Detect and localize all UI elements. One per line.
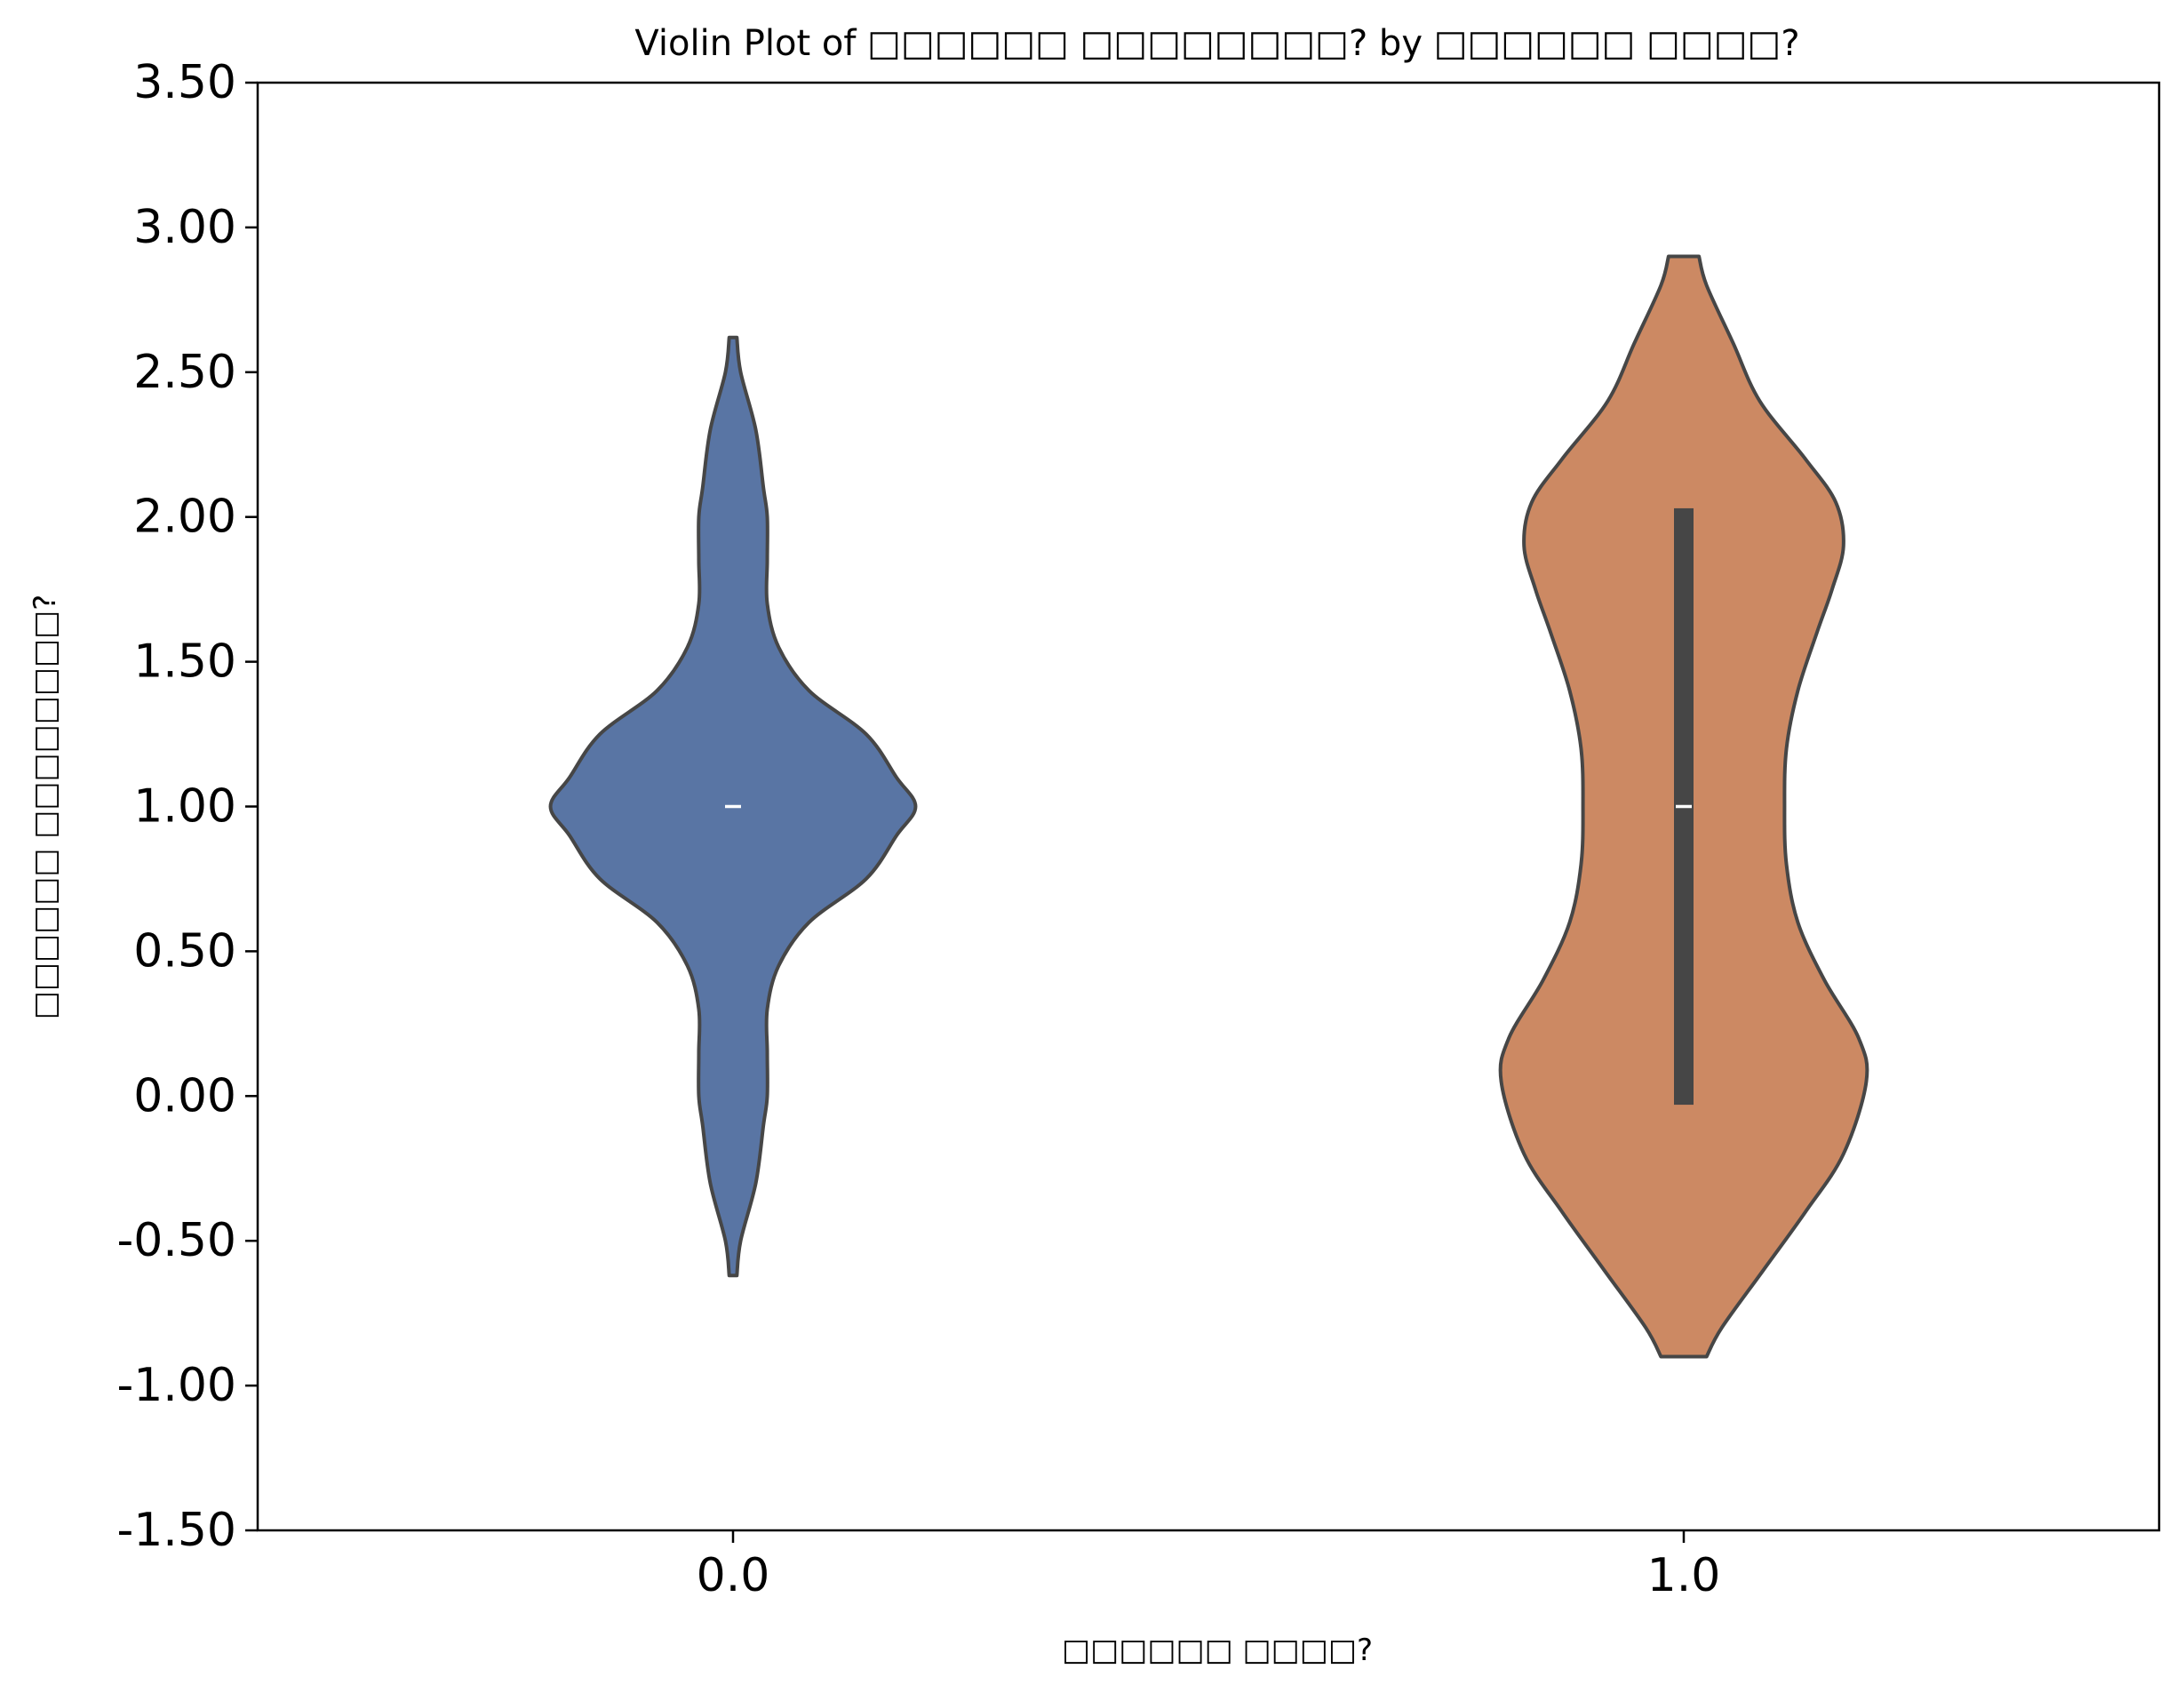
y-tick-label: 1.00 — [133, 780, 236, 834]
y-tick-label: 2.00 — [133, 491, 236, 544]
x-axis-label: □□□□□□ □□□□? — [1062, 1633, 1373, 1668]
y-tick-label: 2.50 — [133, 346, 236, 399]
y-tick-label: -1.00 — [116, 1359, 236, 1412]
y-tick-label: 3.50 — [133, 56, 236, 109]
x-tick-label: 1.0 — [1647, 1549, 1721, 1602]
inner-boxes-layer — [725, 507, 1694, 1106]
x-axis-ticks: 0.0 1.0 — [697, 1530, 1721, 1602]
y-axis-label: □□□□□□ □□□□□□□□? — [28, 595, 63, 1020]
x-tick-label: 0.0 — [697, 1549, 770, 1602]
y-tick-label: 1.50 — [133, 635, 236, 689]
y-tick-label: 3.00 — [133, 201, 236, 254]
chart-title: Violin Plot of □□□□□□ □□□□□□□□? by □□□□□… — [634, 23, 1799, 64]
y-tick-label: -1.50 — [116, 1504, 236, 1557]
y-tick-label: -0.50 — [116, 1214, 236, 1267]
violins-layer — [548, 254, 1869, 1359]
plot-frame — [256, 81, 2161, 1532]
y-axis-ticks: -1.50 -1.00 -0.50 0.00 0.50 1.00 1.50 2.00 2.50 3… — [116, 56, 258, 1557]
y-tick-label: 0.00 — [133, 1069, 236, 1122]
y-tick-label: 0.50 — [133, 924, 236, 978]
